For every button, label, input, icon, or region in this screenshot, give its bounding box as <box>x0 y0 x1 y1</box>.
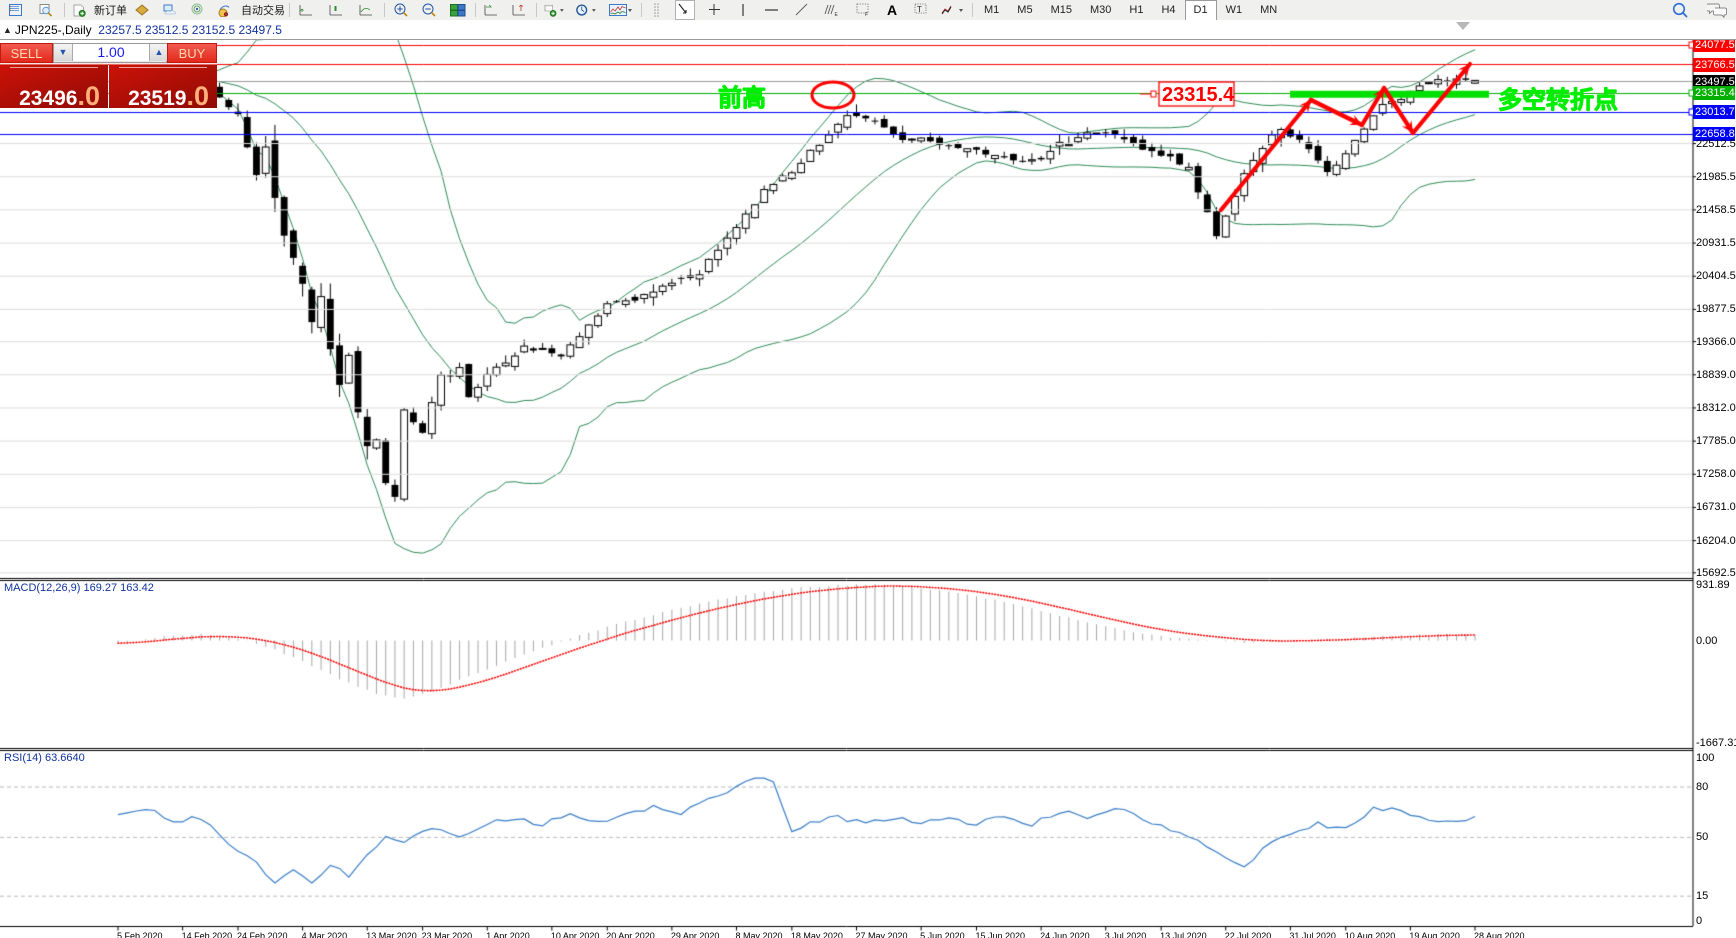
svg-text:E: E <box>834 12 838 17</box>
svg-text:T: T <box>917 5 922 14</box>
svg-text:F: F <box>865 12 868 17</box>
